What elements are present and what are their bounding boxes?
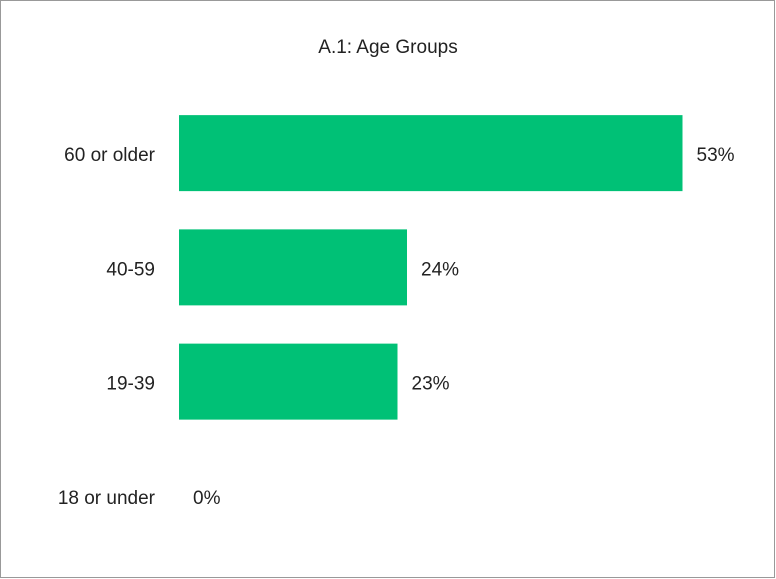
bar: [179, 343, 398, 420]
data-label: 0%: [193, 488, 221, 509]
bar: [179, 229, 407, 306]
y-tick-label: 18 or under: [58, 488, 156, 509]
bar: [179, 115, 683, 192]
chart-title: A.1: Age Groups: [318, 37, 457, 58]
data-label: 23%: [412, 374, 450, 395]
y-tick-label: 60 or older: [64, 145, 156, 166]
y-tick-label: 19-39: [106, 374, 155, 395]
y-tick-label: 40-59: [106, 259, 155, 280]
data-label: 53%: [697, 145, 735, 166]
data-label: 24%: [421, 259, 459, 280]
